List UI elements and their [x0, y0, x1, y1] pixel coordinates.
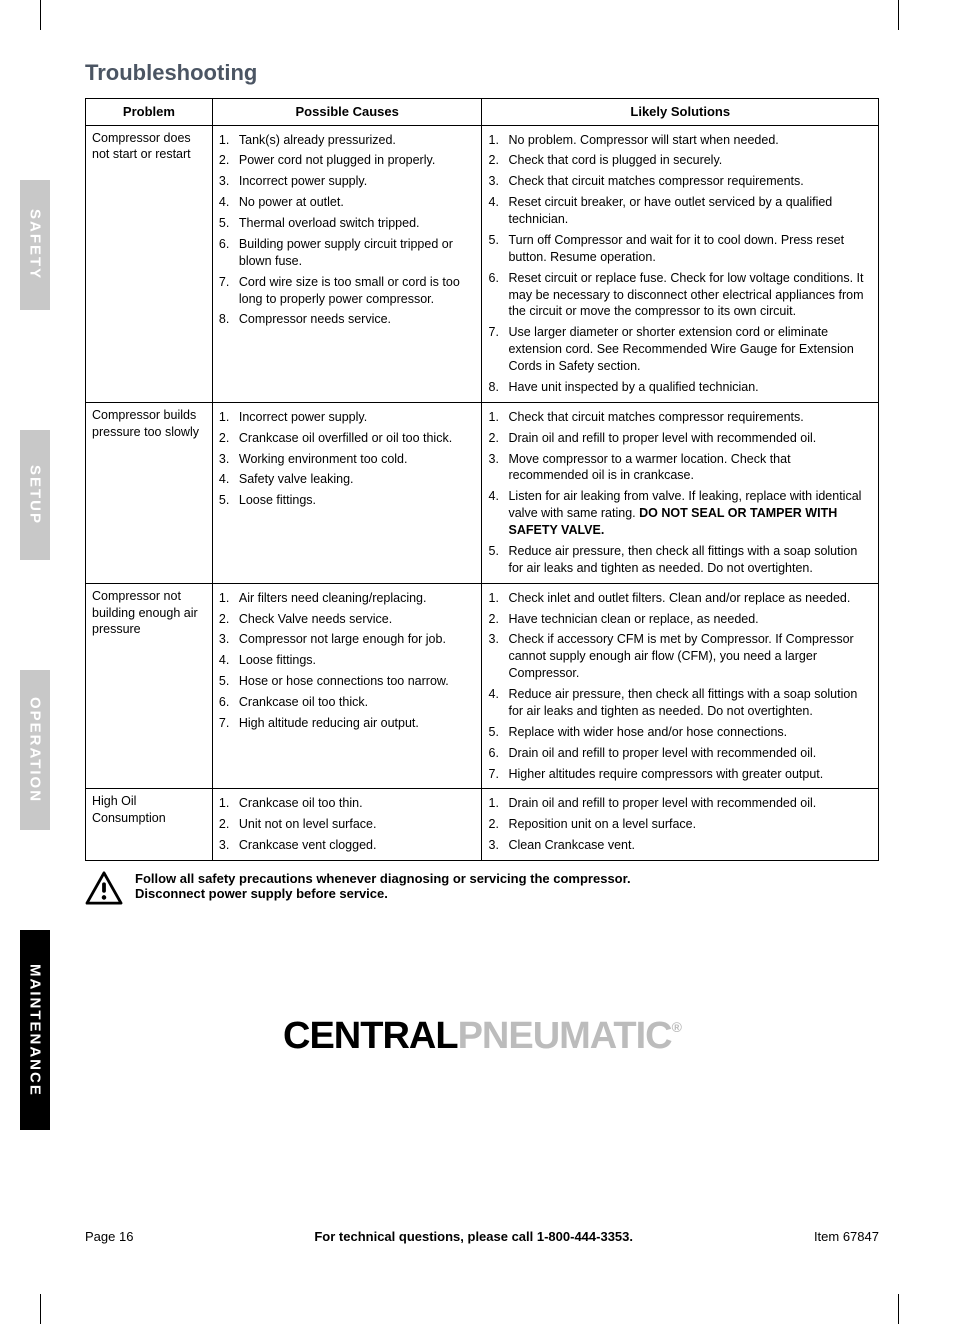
list-item: Listen for air leaking from valve. If le…: [488, 486, 872, 541]
list-item: Reset circuit breaker, or have outlet se…: [488, 192, 872, 230]
cell-solutions: Drain oil and refill to proper level wit…: [482, 789, 879, 861]
list-item: Loose fittings.: [219, 490, 476, 511]
cell-causes: Crankcase oil too thin.Unit not on level…: [212, 789, 482, 861]
cell-causes: Tank(s) already pressurized.Power cord n…: [212, 125, 482, 402]
list-item: Incorrect power supply.: [219, 171, 476, 192]
list-item: Drain oil and refill to proper level wit…: [488, 743, 872, 764]
list-item: Check if accessory CFM is met by Compres…: [488, 629, 872, 684]
list-item: Air filters need cleaning/replacing.: [219, 588, 476, 609]
list-item: Check that circuit matches compressor re…: [488, 171, 872, 192]
list-item: Have technician clean or replace, as nee…: [488, 609, 872, 630]
list-item: Crankcase vent clogged.: [219, 835, 476, 856]
list-item: Use larger diameter or shorter extension…: [488, 322, 872, 377]
list-item: Hose or hose connections too narrow.: [219, 671, 476, 692]
table-row: Compressor does not start or restartTank…: [86, 125, 879, 402]
footer-support: For technical questions, please call 1-8…: [314, 1229, 633, 1244]
list-item: Crankcase oil too thin.: [219, 793, 476, 814]
list-item: Working environment too cold.: [219, 449, 476, 470]
list-item: Clean Crankcase vent.: [488, 835, 872, 856]
th-causes: Possible Causes: [212, 99, 482, 126]
page-footer: Page 16 For technical questions, please …: [85, 1229, 879, 1244]
tab-operation: OPERATION: [20, 670, 50, 830]
cell-causes: Incorrect power supply.Crankcase oil ove…: [212, 402, 482, 583]
list-item: Tank(s) already pressurized.: [219, 130, 476, 151]
cell-solutions: No problem. Compressor will start when n…: [482, 125, 879, 402]
list-item: Cord wire size is too small or cord is t…: [219, 272, 476, 310]
list-item: No problem. Compressor will start when n…: [488, 130, 872, 151]
warning-block: Follow all safety precautions whenever d…: [85, 871, 879, 905]
page-content: SAFETY SETUP OPERATION MAINTENANCE Troub…: [20, 60, 924, 1264]
table-row: High Oil ConsumptionCrankcase oil too th…: [86, 789, 879, 861]
brand-part2: PNEUMATIC: [458, 1015, 672, 1057]
brand-logo: CENTRALPNEUMATIC®: [85, 1015, 879, 1058]
warning-line2: Disconnect power supply before service.: [135, 886, 631, 901]
list-item: Building power supply circuit tripped or…: [219, 234, 476, 272]
cell-solutions: Check inlet and outlet filters. Clean an…: [482, 583, 879, 789]
troubleshooting-table: Problem Possible Causes Likely Solutions…: [85, 98, 879, 861]
tab-safety: SAFETY: [20, 180, 50, 310]
crop-mark: [40, 1294, 41, 1324]
list-item: Have unit inspected by a qualified techn…: [488, 377, 872, 398]
brand-part1: CENTRAL: [283, 1015, 458, 1057]
warning-icon: [85, 871, 123, 905]
list-item: Safety valve leaking.: [219, 469, 476, 490]
list-item: Reset circuit or replace fuse. Check for…: [488, 268, 872, 323]
list-item: Check inlet and outlet filters. Clean an…: [488, 588, 872, 609]
list-item: Loose fittings.: [219, 650, 476, 671]
list-item: Reduce air pressure, then check all fitt…: [488, 541, 872, 579]
cell-problem: Compressor not building enough air press…: [86, 583, 213, 789]
page-title: Troubleshooting: [85, 60, 879, 86]
list-item: Reduce air pressure, then check all fitt…: [488, 684, 872, 722]
list-item: Turn off Compressor and wait for it to c…: [488, 230, 872, 268]
list-item: Reposition unit on a level surface.: [488, 814, 872, 835]
cell-problem: Compressor builds pressure too slowly: [86, 402, 213, 583]
list-item: Move compressor to a warmer location. Ch…: [488, 449, 872, 487]
brand-registered: ®: [672, 1019, 681, 1035]
crop-mark: [40, 0, 41, 30]
cell-causes: Air filters need cleaning/replacing.Chec…: [212, 583, 482, 789]
list-item: High altitude reducing air output.: [219, 713, 476, 734]
cell-solutions: Check that circuit matches compressor re…: [482, 402, 879, 583]
warning-line1: Follow all safety precautions whenever d…: [135, 871, 631, 886]
footer-item: Item 67847: [814, 1229, 879, 1244]
table-row: Compressor builds pressure too slowlyInc…: [86, 402, 879, 583]
list-item: Compressor needs service.: [219, 309, 476, 330]
list-item: Incorrect power supply.: [219, 407, 476, 428]
list-item: Higher altitudes require compressors wit…: [488, 764, 872, 785]
crop-mark: [898, 0, 899, 30]
list-item: Check Valve needs service.: [219, 609, 476, 630]
list-item: Drain oil and refill to proper level wit…: [488, 793, 872, 814]
th-problem: Problem: [86, 99, 213, 126]
cell-problem: High Oil Consumption: [86, 789, 213, 861]
th-solutions: Likely Solutions: [482, 99, 879, 126]
list-item: Unit not on level surface.: [219, 814, 476, 835]
list-item: Crankcase oil overfilled or oil too thic…: [219, 428, 476, 449]
tab-maintenance: MAINTENANCE: [20, 930, 50, 1130]
list-item: Check that cord is plugged in securely.: [488, 150, 872, 171]
list-item: Drain oil and refill to proper level wit…: [488, 428, 872, 449]
table-row: Compressor not building enough air press…: [86, 583, 879, 789]
list-item: Thermal overload switch tripped.: [219, 213, 476, 234]
list-item: Power cord not plugged in properly.: [219, 150, 476, 171]
list-item: Replace with wider hose and/or hose conn…: [488, 722, 872, 743]
list-item: Check that circuit matches compressor re…: [488, 407, 872, 428]
crop-mark: [898, 1294, 899, 1324]
list-item: Crankcase oil too thick.: [219, 692, 476, 713]
cell-problem: Compressor does not start or restart: [86, 125, 213, 402]
footer-page: Page 16: [85, 1229, 133, 1244]
list-item: Compressor not large enough for job.: [219, 629, 476, 650]
tab-setup: SETUP: [20, 430, 50, 560]
list-item: No power at outlet.: [219, 192, 476, 213]
